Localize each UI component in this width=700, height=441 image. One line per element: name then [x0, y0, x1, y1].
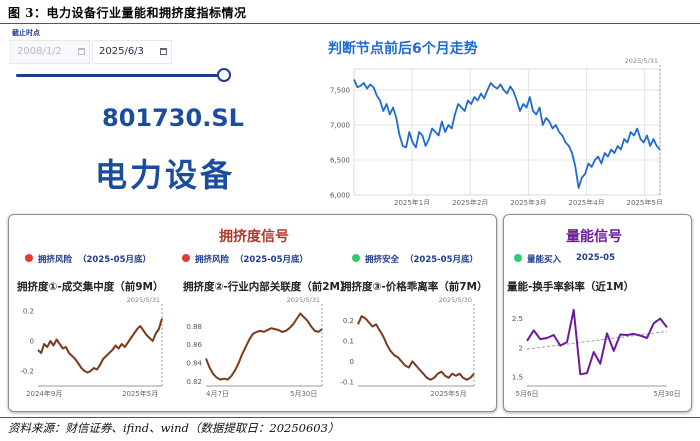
y-tick-label: 1.5	[512, 374, 523, 382]
x-tick-label: 2025年4月	[568, 198, 604, 205]
x-tick-label: 2025年5月	[430, 389, 466, 398]
y-tick-label: 2.5	[512, 315, 523, 323]
annotation-label: 2025/5/31	[625, 57, 658, 65]
series-line	[526, 308, 668, 376]
plot-frame	[353, 68, 661, 196]
start-date-value: 2008/1/2	[17, 46, 62, 57]
volume-signal-dot	[514, 254, 522, 262]
industry-code: 801730.SL	[102, 104, 244, 132]
y-tick-label: 0.88	[186, 323, 202, 331]
y-tick-label: 0.82	[186, 378, 202, 386]
x-tick-label: 2025年3月	[510, 198, 546, 205]
series-line	[353, 79, 661, 189]
x-tick-label: 5月30日	[653, 390, 680, 398]
crowding-3-chart: 0.2 0.1 0 -0.1 2025年5月 2025/5/30	[340, 296, 475, 398]
signal-dot-3	[352, 254, 360, 262]
signal-status-1: 拥挤风险	[38, 255, 73, 265]
start-date-input[interactable]: 2008/1/2	[10, 40, 90, 64]
x-tick-label: 2025年5月	[627, 198, 663, 205]
x-tick-label: 5月6日	[516, 390, 539, 398]
crowding-1-title: 拥挤度①-成交集中度（前9M）	[17, 281, 164, 293]
crowding-3-title: 拥挤度③-价格乖离率（前7M）	[341, 281, 488, 293]
calendar-icon[interactable]	[78, 48, 85, 55]
signal-status-3: 拥挤安全	[365, 255, 400, 265]
y-tick-label: 0.84	[186, 360, 202, 368]
trend-chart-title: 判断节点前后6个月走势	[328, 41, 478, 57]
y-tick-label: 7,000	[330, 122, 350, 130]
signal-period-3: （2025-05月底）	[405, 255, 479, 265]
crowding-1-chart: 0.2 0 -0.2 2024年9月 2025年5月 2025/5/31	[20, 296, 163, 398]
series-line	[37, 318, 163, 374]
volume-panel-title: 量能信号	[566, 229, 622, 245]
trend-chart: 6,000 6,500 7,000 7,500 2025年1月 2025年2月 2025年3…	[330, 57, 663, 205]
y-tick-label: 7,500	[330, 87, 350, 95]
annotation-label: 2025/5/31	[127, 296, 160, 304]
x-tick-label: 2025年5月	[122, 389, 158, 398]
end-date-value: 2025/6/3	[99, 46, 144, 57]
x-tick-label: 2024年9月	[26, 389, 62, 398]
source-note: 资料来源：财信证券、ifind、wind（数据提取日：20250603）	[8, 421, 340, 435]
y-tick-label: 0.86	[186, 341, 202, 349]
series-line	[357, 315, 475, 381]
crowding-2-title: 拥挤度②-行业内部关联度（前2M）	[183, 281, 351, 293]
signal-dot-2	[182, 254, 190, 262]
y-tick-label: 6,500	[330, 157, 350, 165]
y-tick-label: 0.1	[343, 337, 354, 345]
trend-line	[526, 331, 668, 350]
annotation-label: 2025/5/30	[439, 296, 472, 304]
y-tick-label: 6,000	[330, 192, 350, 200]
y-tick-label: 0	[30, 338, 34, 346]
bottom-divider	[0, 417, 700, 418]
crowding-panel	[8, 214, 497, 412]
volume-chart-title: 量能-换手率斜率（近1M）	[507, 281, 635, 293]
y-tick-label: 0	[350, 358, 354, 366]
volume-signal-period: 2025-05	[576, 253, 616, 263]
y-tick-label: 0.2	[23, 308, 34, 316]
figure-title: 图 3：电力设备行业量能和拥挤度指标情况	[8, 6, 247, 20]
industry-name: 电力设备	[95, 156, 236, 194]
y-tick-label: 2	[519, 344, 523, 352]
top-divider	[0, 23, 700, 24]
date-slider-track[interactable]	[16, 74, 226, 77]
x-tick-label: 2025年2月	[452, 198, 488, 205]
volume-panel	[503, 214, 692, 412]
y-tick-label: -0.1	[340, 378, 354, 386]
end-date-input[interactable]: 2025/6/3	[92, 40, 172, 64]
x-tick-label: 5月30日	[290, 390, 317, 398]
signal-period-1: （2025-05月底）	[78, 255, 152, 265]
y-tick-label: 0.2	[343, 317, 354, 325]
x-tick-label: 2025年1月	[394, 198, 430, 205]
signal-status-2: 拥挤风险	[195, 255, 230, 265]
crowding-panel-title: 拥挤度信号	[219, 229, 289, 245]
volume-signal-status: 量能买入	[527, 255, 562, 265]
date-filter-label: 截止时点	[12, 29, 40, 37]
y-tick-label: -0.2	[20, 368, 34, 376]
series-line	[205, 312, 323, 381]
calendar-icon[interactable]	[160, 48, 167, 55]
volume-chart: 2.5 2 1.5 5月6日 5月30日	[512, 308, 681, 398]
signal-period-2: （2025-05月底）	[235, 255, 309, 265]
crowding-2-chart: 0.88 0.86 0.84 0.82 4月7日 5月30日 2025/5/31	[186, 296, 323, 398]
x-tick-label: 4月7日	[206, 390, 229, 398]
annotation-label: 2025/5/31	[287, 296, 320, 304]
signal-dot-1	[25, 254, 33, 262]
date-slider-handle[interactable]	[217, 68, 231, 82]
